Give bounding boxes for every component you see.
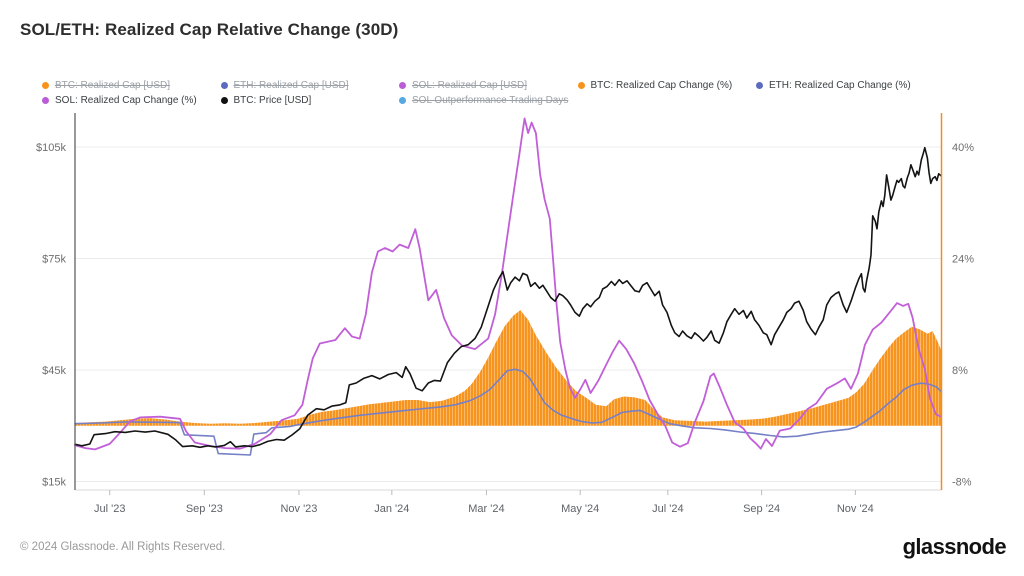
legend-row-1: BTC: Realized Cap [USD] ETH: Realized Cap… — [42, 78, 992, 93]
legend-item-btc-realized-cap[interactable]: BTC: Realized Cap [USD] — [42, 80, 221, 91]
y-left-tick-label: $45k — [42, 365, 66, 377]
legend-dot-eth-realized-cap — [220, 82, 228, 89]
legend-label-btc-realized-cap-change: BTC: Realized Cap Change (%) — [590, 80, 733, 91]
x-tick-label: Jul '23 — [94, 503, 125, 515]
legend-dot-sol-realized-cap — [399, 82, 406, 89]
series-line-btc-price-usd — [74, 146, 943, 449]
legend-item-sol-outperformance-days[interactable]: SOL Outperformance Trading Days — [399, 95, 578, 106]
legend-label-eth-realized-cap-change: ETH: Realized Cap Change (%) — [769, 80, 911, 91]
y-right-tick-label: -8% — [952, 477, 972, 489]
legend-dot-eth-realized-cap-change — [756, 82, 763, 89]
legend-label-sol-outperformance-days: SOL Outperformance Trading Days — [412, 95, 569, 106]
legend-label-sol-realized-cap: SOL: Realized Cap [USD] — [412, 80, 528, 91]
x-tick-label: May '24 — [561, 503, 599, 515]
legend-item-eth-realized-cap-change[interactable]: ETH: Realized Cap Change (%) — [756, 80, 935, 91]
x-tick-label: Nov '23 — [280, 503, 317, 515]
series-line-sol-realized-cap-change — [74, 117, 943, 451]
x-tick-label: Jul '24 — [652, 503, 683, 515]
legend-item-sol-realized-cap[interactable]: SOL: Realized Cap [USD] — [399, 80, 578, 91]
legend-item-eth-realized-cap[interactable]: ETH: Realized Cap [USD] — [220, 80, 400, 91]
y-left-tick-label: $75k — [42, 254, 66, 266]
legend-dot-btc-price — [220, 97, 228, 104]
legend-item-btc-price[interactable]: BTC: Price [USD] — [220, 95, 400, 106]
series-area-btc-realized-cap-change — [75, 310, 942, 426]
copyright-text: © 2024 Glassnode. All Rights Reserved. — [20, 541, 226, 553]
legend-item-btc-realized-cap-change[interactable]: BTC: Realized Cap Change (%) — [577, 80, 757, 91]
legend-row-2: SOL: Realized Cap Change (%) BTC: Price [… — [42, 93, 992, 108]
legend-dot-btc-realized-cap-change — [577, 82, 585, 89]
legend-dot-sol-outperformance-days — [399, 97, 406, 104]
y-right-tick-label: 40% — [952, 142, 974, 154]
legend-label-btc-price: BTC: Price [USD] — [233, 95, 312, 106]
x-tick-label: Sep '24 — [743, 503, 780, 515]
glassnode-logo: glassnode — [902, 534, 1007, 559]
legend-label-eth-realized-cap: ETH: Realized Cap [USD] — [233, 80, 349, 91]
y-left-tick-label: $15k — [42, 477, 66, 489]
y-left-tick-label: $105k — [36, 142, 66, 154]
legend: BTC: Realized Cap [USD] ETH: Realized Cap… — [42, 78, 992, 108]
page-title: SOL/ETH: Realized Cap Relative Change (3… — [20, 20, 399, 39]
legend-dot-sol-realized-cap-change — [42, 97, 49, 104]
legend-label-sol-realized-cap-change: SOL: Realized Cap Change (%) — [55, 95, 197, 106]
legend-item-sol-realized-cap-change[interactable]: SOL: Realized Cap Change (%) — [42, 95, 221, 106]
x-tick-label: Mar '24 — [468, 503, 504, 515]
x-tick-label: Jan '24 — [374, 503, 409, 515]
y-right-tick-label: 8% — [952, 365, 968, 377]
series-line-eth-realized-cap-change — [74, 368, 943, 456]
y-right-tick-label: 24% — [952, 254, 974, 266]
x-tick-label: Nov '24 — [837, 503, 874, 515]
legend-dot-btc-realized-cap — [42, 82, 49, 89]
legend-label-btc-realized-cap: BTC: Realized Cap [USD] — [55, 80, 171, 91]
x-tick-label: Sep '23 — [186, 503, 223, 515]
